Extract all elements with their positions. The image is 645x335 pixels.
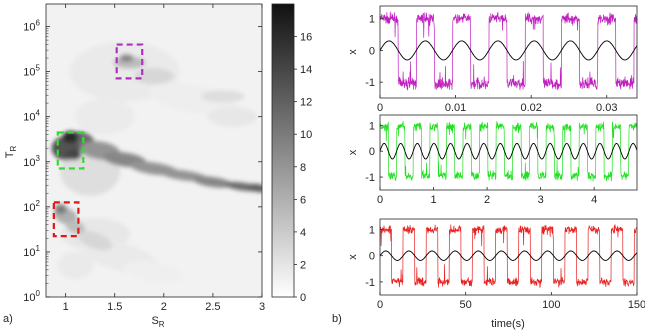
density-blob — [54, 204, 67, 215]
density-blob — [74, 98, 135, 135]
timeseries-x-label: time(s) — [491, 318, 525, 330]
y-tick-label: 0 — [369, 45, 375, 57]
series-purple — [380, 11, 637, 91]
colorbar-tick-label: 14 — [300, 64, 312, 76]
colorbar-tick-label: 2 — [300, 259, 306, 271]
x-tick-label: 0.01 — [445, 102, 466, 114]
colorbar-ticks: 0 2 4 6 8 10 12 14 16 — [294, 32, 312, 304]
x-tick-label: 0.03 — [596, 102, 617, 114]
series-drive — [380, 250, 637, 261]
series-drive — [380, 142, 637, 160]
x-tick-label: 0 — [377, 299, 383, 311]
colorbar-tick-label: 12 — [300, 97, 312, 109]
y-tick-label: 1 — [369, 120, 375, 132]
x-tick-label: 3 — [538, 194, 544, 206]
heatmap-x-axis: 1 1.5 2 2.5 3 — [63, 4, 265, 313]
highlight-box-green — [56, 131, 85, 170]
y-tick-label: 100 — [23, 289, 40, 304]
heatmap-x-label: SR — [151, 315, 164, 329]
x-tick-label: 3 — [259, 301, 265, 313]
series-drive — [380, 40, 637, 61]
y-axis-label: x — [347, 254, 359, 260]
y-tick-label: -1 — [365, 277, 375, 289]
panel-label-b: b) — [332, 313, 342, 325]
colorbar-tick-label: 6 — [300, 194, 306, 206]
plot-traces — [380, 120, 637, 182]
density-blob — [193, 176, 233, 188]
heatmap-panel: 1 1.5 2 2.5 3 100 101 102 103 104 105 106 SR TR a) — [3, 3, 265, 329]
heatmap-density — [51, 41, 262, 284]
density-blob — [247, 183, 262, 193]
x-tick-label: 1 — [430, 194, 436, 206]
plot-traces — [380, 224, 637, 288]
colorbar-tick-label: 16 — [300, 32, 312, 44]
x-tick-label: 0.02 — [520, 102, 541, 114]
highlight-box-red — [52, 201, 80, 238]
series-red — [380, 224, 637, 288]
y-tick-label: 104 — [23, 109, 40, 124]
y-tick-label: -1 — [365, 77, 375, 89]
heatmap-frame — [45, 3, 263, 298]
plot-frame — [379, 5, 638, 99]
timeseries-green: 0 1 2 3 410-1x — [347, 114, 638, 206]
density-blob — [134, 68, 174, 85]
y-tick-label: 0 — [369, 251, 375, 263]
density-blob — [207, 106, 258, 127]
x-tick-label: 100 — [542, 299, 560, 311]
colorbar-gradient — [271, 3, 295, 298]
y-tick-label: 101 — [23, 244, 40, 259]
x-tick-label: 2.5 — [205, 301, 220, 313]
x-tick-label: 1 — [63, 301, 69, 313]
plot-traces — [380, 11, 637, 91]
x-tick-label: 150 — [628, 299, 645, 311]
density-blob — [77, 230, 113, 251]
colorbar-tick-label: 4 — [300, 227, 306, 239]
x-tick-label: 2 — [161, 301, 167, 313]
colorbar: 0 2 4 6 8 10 12 14 16 — [271, 3, 312, 304]
y-axis-label: x — [347, 49, 359, 55]
colorbar-tick-label: 10 — [300, 129, 312, 141]
x-tick-label: 4 — [591, 194, 597, 206]
y-tick-label: 105 — [23, 64, 40, 79]
series-green — [380, 120, 637, 182]
density-blob — [65, 150, 82, 161]
colorbar-tick-label: 8 — [300, 162, 306, 174]
heatmap-y-axis: 100 101 102 103 104 105 106 — [23, 19, 262, 304]
x-tick-label: 2 — [484, 194, 490, 206]
density-blob — [62, 130, 79, 143]
highlight-box-purple — [115, 43, 144, 80]
density-blob — [148, 82, 238, 115]
plot-frame — [379, 114, 638, 191]
plot-frame — [379, 218, 638, 296]
heatmap-y-label: TR — [4, 146, 18, 159]
x-tick-label: 0 — [377, 102, 383, 114]
highlight-boxes — [52, 43, 144, 238]
y-tick-label: 102 — [23, 199, 40, 214]
y-tick-label: 106 — [23, 19, 40, 34]
y-tick-label: 0 — [369, 146, 375, 158]
density-blob — [124, 261, 184, 284]
y-tick-label: 103 — [23, 154, 40, 169]
y-axis-label: x — [347, 149, 359, 155]
panel-label-a: a) — [3, 313, 13, 325]
x-tick-label: 50 — [460, 299, 472, 311]
y-tick-label: 1 — [369, 224, 375, 236]
density-blob — [119, 54, 134, 63]
density-blob — [69, 41, 180, 102]
y-tick-label: -1 — [365, 172, 375, 184]
colorbar-tick-label: 0 — [300, 292, 306, 304]
x-tick-label: 1.5 — [107, 301, 122, 313]
timeseries-purple: 0 0.01 0.02 0.03 1 0 -1 x — [347, 5, 638, 114]
density-blob — [65, 220, 86, 234]
y-tick-label: 1 — [369, 14, 375, 26]
density-blob — [200, 90, 245, 103]
x-tick-label: 0 — [377, 194, 383, 206]
density-blob — [57, 251, 94, 280]
